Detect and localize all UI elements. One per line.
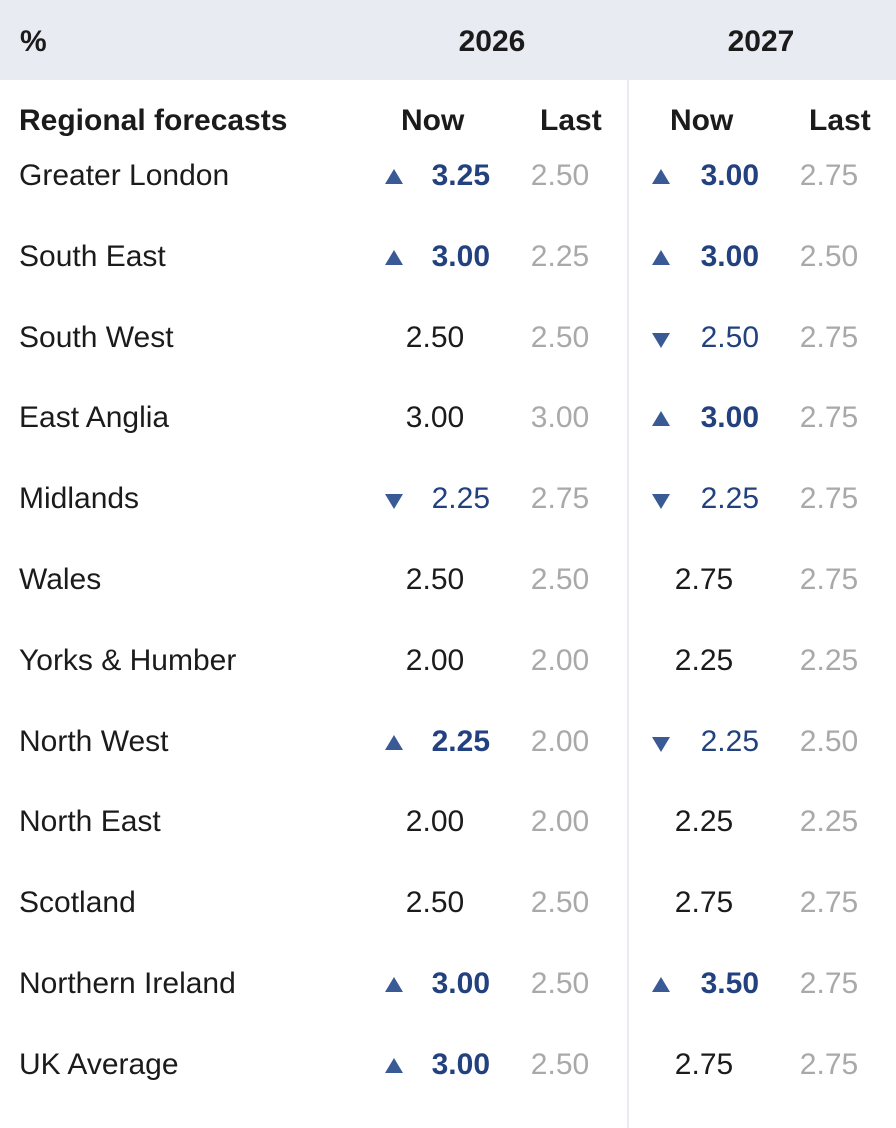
last-2026-value: 2.50 — [530, 1047, 590, 1081]
now-2026-value: 3.00 — [431, 967, 490, 1000]
table-row: UK Average 3.00 2.50 2.75 2.75 — [0, 1026, 896, 1106]
table-row: Greater London 3.25 2.50 3.00 2.75 — [0, 137, 896, 217]
now-2027-value: 2.75 — [674, 563, 734, 596]
increase-arrow-icon — [385, 169, 403, 184]
now-2027-value: 3.00 — [700, 401, 759, 435]
last-2027-value: 2.50 — [799, 239, 859, 273]
table-row: North East 2.00 2.00 2.25 2.25 — [0, 783, 896, 863]
year-2026-header: 2026 — [458, 25, 526, 58]
year-2027-header: 2027 — [727, 25, 795, 58]
now-2026-value: 2.00 — [405, 805, 465, 839]
region-name: Yorks & Humber — [19, 643, 237, 677]
last-2027-value: 2.75 — [799, 159, 859, 192]
now-2026-value: 3.00 — [431, 1047, 490, 1081]
last-2026-value: 2.50 — [530, 320, 590, 354]
region-name: North East — [19, 805, 161, 839]
now-2027-value: 3.50 — [700, 967, 759, 1000]
decrease-arrow-icon — [652, 332, 670, 348]
increase-arrow-icon — [385, 977, 403, 992]
last-2027-value: 2.50 — [799, 724, 859, 758]
last-2027-value: 2.75 — [799, 401, 859, 435]
now-2026-value: 2.50 — [405, 563, 465, 596]
region-name: Northern Ireland — [19, 967, 236, 1000]
region-name: UK Average — [19, 1047, 179, 1081]
now-2026-value: 2.25 — [431, 724, 490, 758]
last-2026-value: 2.00 — [530, 643, 590, 677]
now-2026-value: 3.00 — [405, 401, 465, 435]
now-2027-value: 3.00 — [700, 159, 759, 192]
table-row: South West 2.50 2.50 2.50 2.75 — [0, 299, 896, 379]
table-row: South East 3.00 2.25 3.00 2.50 — [0, 218, 896, 298]
region-name: South West — [19, 320, 174, 354]
last-2026-value: 2.00 — [530, 805, 590, 839]
now-2026-value: 2.00 — [405, 643, 465, 677]
now-2027-value: 2.75 — [674, 1047, 734, 1081]
now-2027-value: 2.75 — [674, 886, 734, 920]
now-2027-value: 2.50 — [700, 320, 759, 354]
region-name: Greater London — [19, 159, 230, 192]
last-2026-value: 2.50 — [530, 967, 590, 1000]
now-2026-value: 2.50 — [405, 320, 465, 354]
last-2026-value: 2.25 — [530, 239, 590, 273]
region-name: Scotland — [19, 886, 136, 920]
region-name: North West — [19, 724, 169, 758]
last-2027-header: Last — [809, 104, 871, 137]
section-title: Regional forecasts — [19, 104, 288, 137]
increase-arrow-icon — [385, 734, 403, 750]
last-2026-value: 2.50 — [530, 563, 590, 596]
table-row: Scotland 2.50 2.50 2.75 2.75 — [0, 864, 896, 944]
region-name: Midlands — [19, 482, 140, 516]
table-header-row: % 2026 2027 — [0, 0, 896, 80]
last-2027-value: 2.75 — [799, 1047, 859, 1081]
last-2026-header: Last — [540, 104, 602, 137]
now-2026-value: 2.25 — [431, 482, 490, 516]
now-2027-value: 2.25 — [674, 643, 734, 677]
table-row: East Anglia 3.00 3.00 3.00 2.75 — [0, 379, 896, 459]
now-2027-header: Now — [670, 104, 734, 137]
last-2027-value: 2.75 — [799, 563, 859, 596]
now-2026-value: 3.25 — [431, 159, 490, 192]
last-2027-value: 2.75 — [799, 886, 859, 920]
last-2026-value: 2.50 — [530, 886, 590, 920]
increase-arrow-icon — [652, 977, 670, 992]
now-2026-value: 3.00 — [431, 239, 490, 273]
table-row: Midlands 2.25 2.75 2.25 2.75 — [0, 460, 896, 540]
increase-arrow-icon — [652, 411, 670, 427]
region-name: East Anglia — [19, 401, 170, 435]
increase-arrow-icon — [652, 249, 670, 265]
now-2026-value: 2.50 — [405, 886, 465, 920]
unit-label: % — [20, 25, 47, 58]
now-2027-value: 2.25 — [700, 482, 759, 516]
table-row: Yorks & Humber 2.00 2.00 2.25 2.25 — [0, 622, 896, 702]
decrease-arrow-icon — [385, 494, 403, 510]
last-2026-value: 2.00 — [530, 724, 590, 758]
decrease-arrow-icon — [652, 736, 670, 752]
last-2027-value: 2.75 — [799, 320, 859, 354]
region-name: South East — [19, 239, 166, 273]
last-2026-value: 2.75 — [530, 482, 590, 516]
now-2027-value: 2.25 — [700, 724, 759, 758]
now-2027-value: 3.00 — [700, 239, 759, 273]
last-2027-value: 2.25 — [799, 643, 859, 677]
now-2027-value: 2.25 — [674, 805, 734, 839]
increase-arrow-icon — [385, 249, 403, 265]
last-2026-value: 3.00 — [530, 401, 590, 435]
table-row: Wales 2.50 2.50 2.75 2.75 — [0, 541, 896, 621]
last-2027-value: 2.75 — [799, 967, 859, 1000]
year-column-divider — [627, 80, 629, 1128]
table-row: North West 2.25 2.00 2.25 2.50 — [0, 703, 896, 783]
last-2027-value: 2.75 — [799, 482, 859, 516]
decrease-arrow-icon — [652, 494, 670, 510]
table-row: Northern Ireland 3.00 2.50 3.50 2.75 — [0, 945, 896, 1025]
increase-arrow-icon — [385, 1057, 403, 1073]
increase-arrow-icon — [652, 169, 670, 184]
last-2026-value: 2.50 — [530, 159, 590, 192]
last-2027-value: 2.25 — [799, 805, 859, 839]
now-2026-header: Now — [401, 104, 465, 137]
region-name: Wales — [19, 563, 102, 596]
